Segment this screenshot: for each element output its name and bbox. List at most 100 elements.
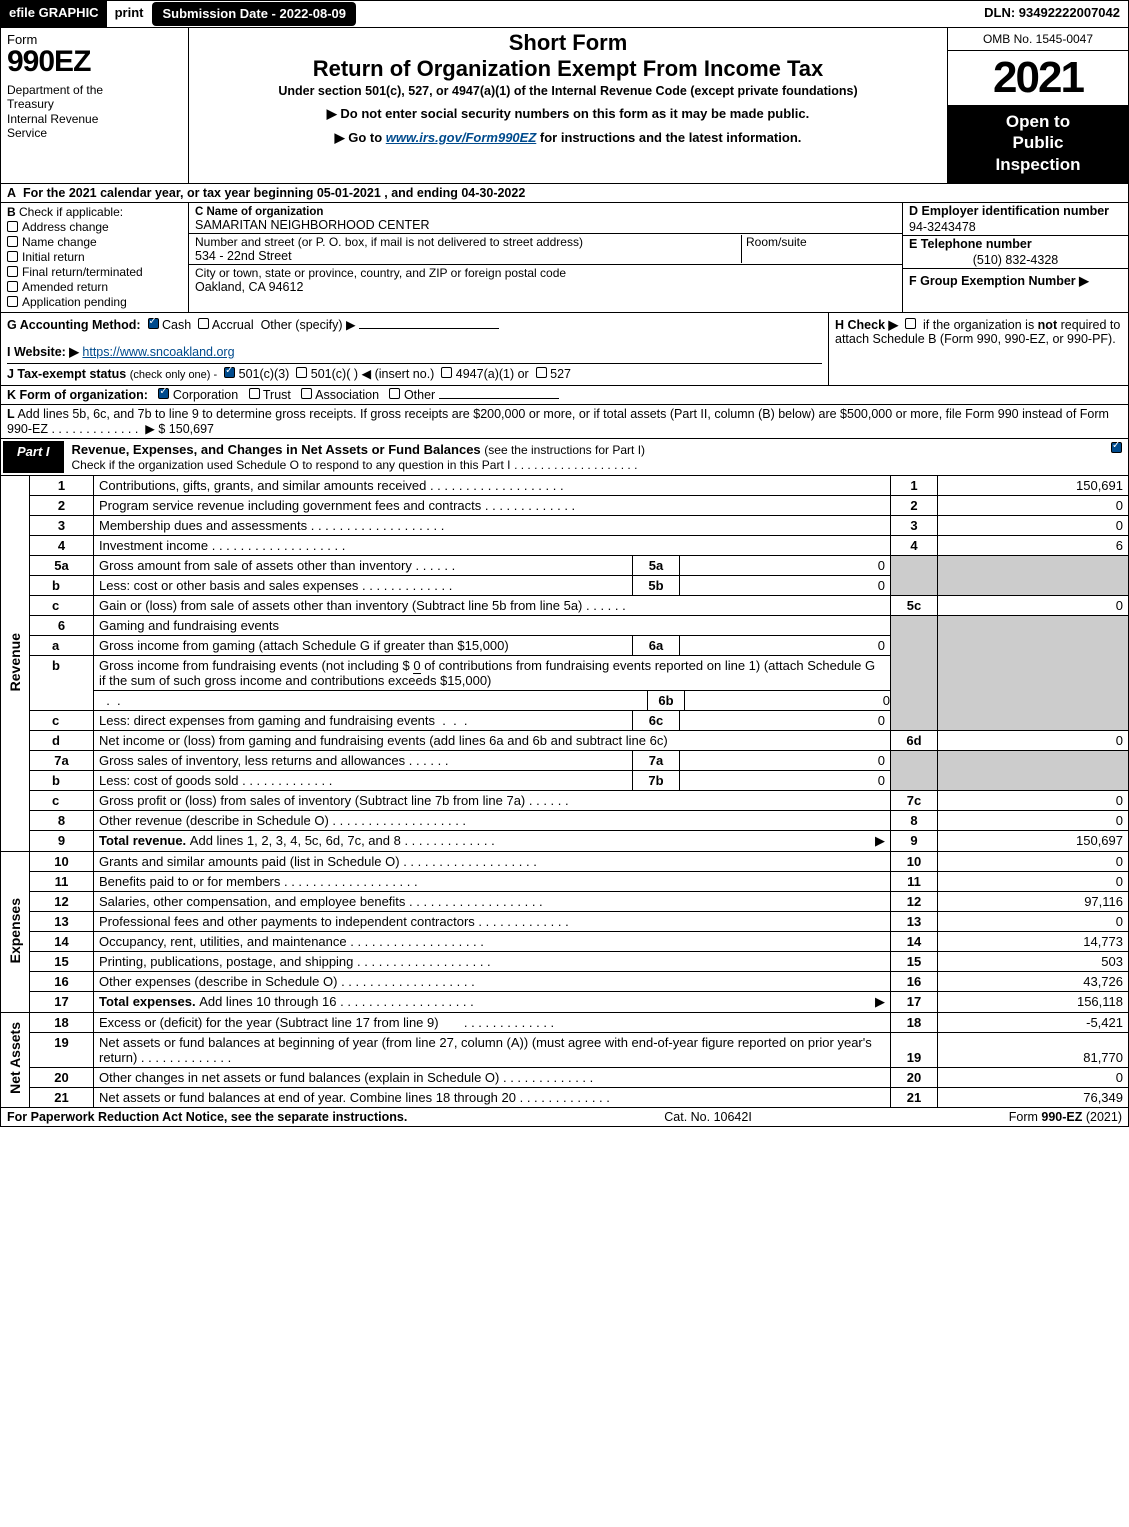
501c3-checkbox[interactable]	[224, 367, 235, 378]
line-21-ncol: 21	[891, 1087, 938, 1107]
website-link[interactable]: https://www.sncoakland.org	[82, 345, 234, 359]
line-6c-num: c	[30, 710, 94, 730]
h-not: not	[1038, 318, 1057, 332]
tax-exempt-label: J Tax-exempt status	[7, 367, 126, 381]
address-change-checkbox[interactable]	[7, 221, 18, 232]
line-19-ncol: 19	[891, 1032, 938, 1067]
cash-checkbox[interactable]	[148, 318, 159, 329]
line-5b-desc: Less: cost or other basis and sales expe…	[94, 575, 633, 595]
trust-checkbox[interactable]	[249, 388, 260, 399]
initial-return-checkbox[interactable]	[7, 251, 18, 262]
corporation-label: Corporation	[173, 388, 238, 402]
line-17-bold: Total expenses.	[99, 994, 199, 1009]
insert-no-label: ◀ (insert no.)	[362, 367, 435, 381]
4947-checkbox[interactable]	[441, 367, 452, 378]
line-14-num: 14	[30, 931, 94, 951]
line-6-desc: Gaming and fundraising events	[94, 615, 891, 635]
line-7a-desc: Gross sales of inventory, less returns a…	[94, 750, 633, 770]
line-7b-sv: 0	[680, 770, 891, 790]
schedule-b-not-required-checkbox[interactable]	[905, 318, 916, 329]
line-18-ncol: 18	[891, 1012, 938, 1032]
line-17-desc: Total expenses. Add lines 10 through 16 …	[94, 991, 891, 1012]
cash-label: Cash	[162, 318, 191, 332]
line-18-desc: Excess or (deficit) for the year (Subtra…	[94, 1012, 891, 1032]
line-7c-ncol: 7c	[891, 790, 938, 810]
netassets-sidetab: Net Assets	[1, 1012, 30, 1107]
line-9-d2: Add lines 1, 2, 3, 4, 5c, 6d, 7c, and 8	[190, 833, 495, 848]
line-20-desc: Other changes in net assets or fund bala…	[94, 1067, 891, 1087]
check-if-applicable-label: Check if applicable:	[19, 205, 123, 219]
line-12-desc: Salaries, other compensation, and employ…	[94, 891, 891, 911]
line-20-ncol: 20	[891, 1067, 938, 1087]
part-1-title-text: Revenue, Expenses, and Changes in Net As…	[72, 442, 481, 457]
name-change-checkbox[interactable]	[7, 236, 18, 247]
line-4-ncol: 4	[891, 535, 938, 555]
irs-link[interactable]: www.irs.gov/Form990EZ	[386, 130, 537, 145]
form-of-org-label: K Form of organization:	[7, 388, 148, 402]
other-org-checkbox[interactable]	[389, 388, 400, 399]
line-6d-desc: Net income or (loss) from gaming and fun…	[94, 730, 891, 750]
section-g: G Accounting Method: Cash Accrual Other …	[7, 317, 822, 332]
final-return-checkbox[interactable]	[7, 266, 18, 277]
line-5ab-ncol-grey	[891, 555, 938, 595]
amended-return-checkbox[interactable]	[7, 281, 18, 292]
other-org-label: Other	[404, 388, 435, 402]
org-name-label: C Name of organization	[195, 206, 323, 218]
line-7b-num: b	[30, 770, 94, 790]
line-6d-value: 0	[938, 730, 1129, 750]
line-19-desc: Net assets or fund balances at beginning…	[94, 1032, 891, 1067]
no-ssn-note: ▶ Do not enter social security numbers o…	[197, 106, 939, 122]
address-change-label: Address change	[22, 220, 109, 234]
501c-checkbox[interactable]	[296, 367, 307, 378]
line-6a-sv: 0	[680, 635, 891, 655]
final-return-label: Final return/terminated	[22, 265, 143, 279]
line-13-desc: Professional fees and other payments to …	[94, 911, 891, 931]
line-6a-num: a	[30, 635, 94, 655]
line-1-value: 150,691	[938, 476, 1129, 496]
short-form-heading: Short Form	[197, 30, 939, 56]
line-16-ncol: 16	[891, 971, 938, 991]
l-arrow: ▶ $	[145, 422, 165, 436]
goto-suffix: for instructions and the latest informat…	[540, 130, 801, 145]
line-8-ncol: 8	[891, 810, 938, 830]
line-11-desc: Benefits paid to or for members	[94, 871, 891, 891]
irs-url: www.irs.gov/Form990EZ	[386, 130, 537, 145]
line-3-desc: Membership dues and assessments	[94, 515, 891, 535]
schedule-o-checkbox[interactable]	[1111, 442, 1122, 453]
line-8-desc: Other revenue (describe in Schedule O)	[94, 810, 891, 830]
other-org-input[interactable]	[439, 398, 559, 399]
association-checkbox[interactable]	[301, 388, 312, 399]
line-10-num: 10	[30, 851, 94, 871]
501c-label: 501(c)( )	[311, 367, 358, 381]
form-header-left: Form 990EZ Department of theTreasuryInte…	[1, 28, 189, 183]
section-j: J Tax-exempt status (check only one) - 5…	[7, 363, 822, 381]
527-checkbox[interactable]	[536, 367, 547, 378]
submission-date-pill: Submission Date - 2022-08-09	[152, 2, 356, 26]
line-15-ncol: 15	[891, 951, 938, 971]
line-21-desc: Net assets or fund balances at end of ye…	[94, 1087, 891, 1107]
omb-number: OMB No. 1545-0047	[948, 28, 1128, 51]
line-12-ncol: 12	[891, 891, 938, 911]
other-method-input[interactable]	[359, 328, 499, 329]
goto-note: ▶ Go to www.irs.gov/Form990EZ for instru…	[197, 130, 939, 146]
line-15-num: 15	[30, 951, 94, 971]
h-check-label: H Check ▶	[835, 318, 898, 332]
line-10-ncol: 10	[891, 851, 938, 871]
application-pending-checkbox[interactable]	[7, 296, 18, 307]
line-4-desc: Investment income	[94, 535, 891, 555]
line-1-num: 1	[30, 476, 94, 496]
line-4-value: 6	[938, 535, 1129, 555]
form-title: Return of Organization Exempt From Incom…	[197, 56, 939, 82]
check-only-one-note: (check only one) -	[130, 369, 217, 381]
corporation-checkbox[interactable]	[158, 388, 169, 399]
4947-label: 4947(a)(1) or	[456, 367, 529, 381]
accrual-checkbox[interactable]	[198, 318, 209, 329]
gross-receipts-value: 150,697	[169, 422, 214, 436]
line-3-value: 0	[938, 515, 1129, 535]
line-1-ncol: 1	[891, 476, 938, 496]
efile-graphic-label: efile GRAPHIC	[1, 1, 107, 27]
line-5c-desc: Gain or (loss) from sale of assets other…	[94, 595, 891, 615]
print-link[interactable]: print	[107, 1, 152, 27]
line-11-num: 11	[30, 871, 94, 891]
part-1-sub: Check if the organization used Schedule …	[72, 458, 511, 472]
